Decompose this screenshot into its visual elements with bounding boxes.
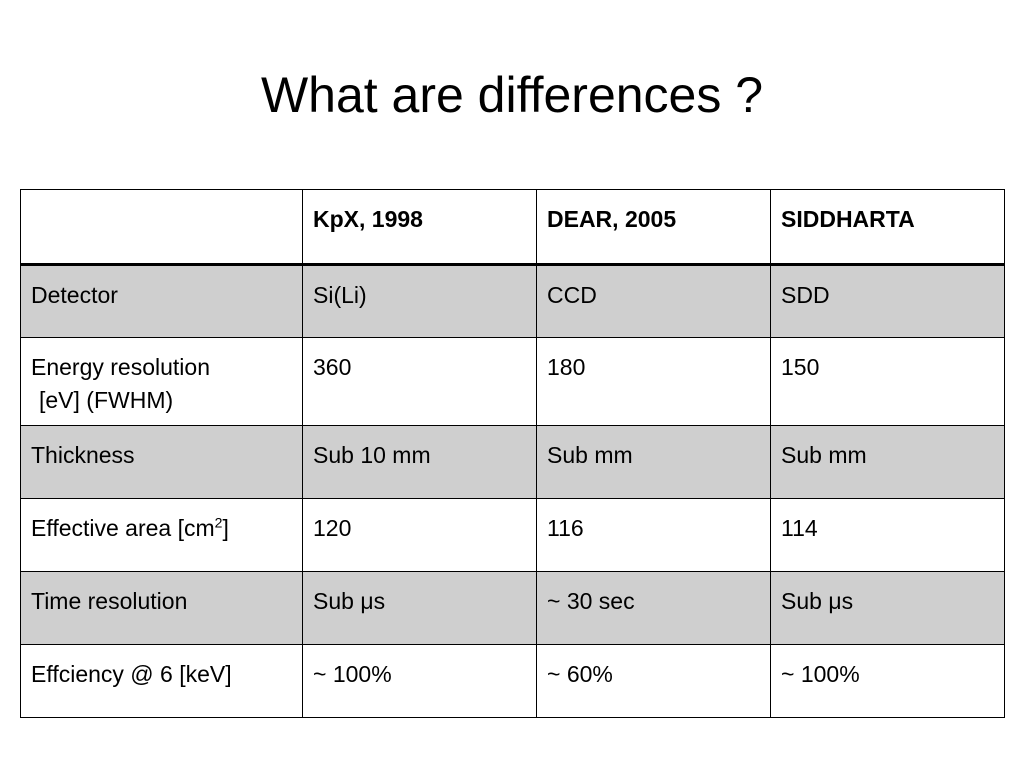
table-cell: 150 xyxy=(770,337,1005,426)
table-cell: 116 xyxy=(536,498,771,572)
row-label-superscript: 2 xyxy=(214,514,223,531)
table-cell: ~ 60% xyxy=(536,644,771,718)
row-label: Effciency @ 6 [keV] xyxy=(20,644,303,718)
table-cell: 120 xyxy=(302,498,537,572)
row-label: Detector xyxy=(20,264,303,338)
table-cell: SDD xyxy=(770,264,1005,338)
table-cell: ~ 30 sec xyxy=(536,571,771,645)
table-cell: 114 xyxy=(770,498,1005,572)
table-row-energy-resolution: Energy resolution [eV] (FWHM) 360 180 15… xyxy=(20,337,1005,426)
table-cell: Sub μs xyxy=(302,571,537,645)
row-label-line2: [eV] (FWHM) xyxy=(39,387,174,413)
header-cell-kpx: KpX, 1998 xyxy=(302,189,537,266)
table-cell: Sub 10 mm xyxy=(302,425,537,499)
comparison-table: KpX, 1998 DEAR, 2005 SIDDHARTA Detector … xyxy=(20,189,1005,718)
row-label-text: Effective area [cm xyxy=(31,515,215,541)
slide-title: What are differences ? xyxy=(260,67,764,123)
row-label-closing: ] xyxy=(222,515,229,541)
table-row-thickness: Thickness Sub 10 mm Sub mm Sub mm xyxy=(20,425,1005,499)
table-row-efficiency: Effciency @ 6 [keV] ~ 100% ~ 60% ~ 100% xyxy=(20,644,1005,718)
table-cell: CCD xyxy=(536,264,771,338)
table-cell: 180 xyxy=(536,337,771,426)
row-label-line1: Energy resolution xyxy=(31,354,210,380)
header-cell-dear: DEAR, 2005 xyxy=(536,189,771,266)
table-cell: Si(Li) xyxy=(302,264,537,338)
table-cell: 360 xyxy=(302,337,537,426)
table-row-effective-area: Effective area [cm2] 120 116 114 xyxy=(20,498,1005,572)
table-cell: Sub mm xyxy=(770,425,1005,499)
header-cell-siddharta: SIDDHARTA xyxy=(770,189,1005,266)
header-cell-empty xyxy=(20,189,303,266)
table-cell: Sub mm xyxy=(536,425,771,499)
table-cell: ~ 100% xyxy=(302,644,537,718)
table-cell: ~ 100% xyxy=(770,644,1005,718)
row-label: Thickness xyxy=(20,425,303,499)
row-label: Effective area [cm2] xyxy=(20,498,303,572)
row-label: Time resolution xyxy=(20,571,303,645)
table-row-detector: Detector Si(Li) CCD SDD xyxy=(20,264,1005,338)
table-cell: Sub μs xyxy=(770,571,1005,645)
table-header-row: KpX, 1998 DEAR, 2005 SIDDHARTA xyxy=(20,189,1005,266)
row-label: Energy resolution [eV] (FWHM) xyxy=(20,337,303,426)
table-row-time-resolution: Time resolution Sub μs ~ 30 sec Sub μs xyxy=(20,571,1005,645)
